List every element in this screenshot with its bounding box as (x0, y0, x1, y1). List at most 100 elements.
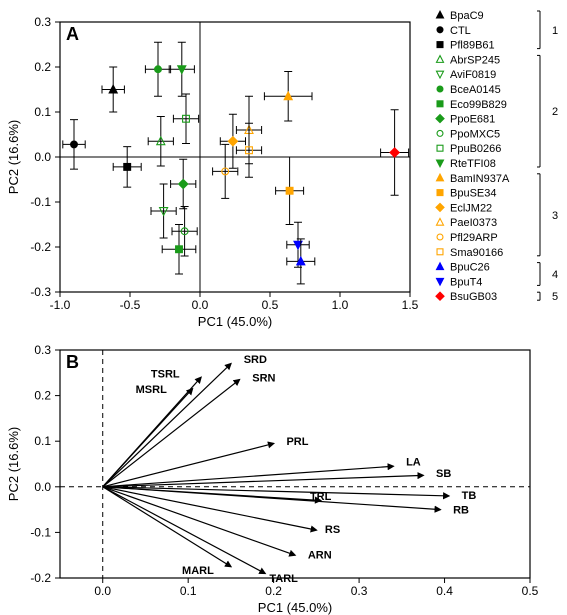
point-BpaC9 (102, 67, 124, 112)
svg-text:BpuSE34: BpuSE34 (450, 188, 496, 200)
svg-text:RS: RS (325, 524, 340, 536)
legend-item-AviF0819: AviF0819 (436, 69, 496, 81)
legend-item-AbrSP245: AbrSP245 (436, 54, 500, 66)
point-PpuB0266 (173, 94, 198, 144)
svg-text:-0.3: -0.3 (30, 285, 51, 299)
svg-text:0.0: 0.0 (94, 584, 111, 598)
svg-text:0.1: 0.1 (34, 105, 51, 119)
svg-text:0.0: 0.0 (34, 480, 51, 494)
svg-text:TSRL: TSRL (151, 369, 180, 381)
svg-text:EclJM22: EclJM22 (450, 202, 492, 214)
svg-text:1: 1 (552, 25, 558, 37)
svg-text:PC1 (45.0%): PC1 (45.0%) (258, 600, 332, 615)
svg-text:A: A (66, 24, 79, 44)
point-AbrSP245 (148, 117, 173, 167)
svg-text:2: 2 (552, 106, 558, 118)
legend-item-BceA0145: BceA0145 (437, 84, 501, 96)
svg-text:0.2: 0.2 (34, 389, 51, 403)
svg-text:SB: SB (436, 468, 451, 480)
point-BpuT4 (287, 222, 309, 267)
svg-text:PpoE681: PpoE681 (450, 114, 495, 126)
legend-item-BpuC26: BpuC26 (436, 262, 489, 274)
svg-text:ARN: ARN (308, 549, 332, 561)
legend-item-Eco99B829: Eco99B829 (437, 99, 507, 111)
svg-text:PpoMXC5: PpoMXC5 (450, 128, 500, 140)
svg-text:5: 5 (552, 291, 558, 303)
svg-text:SRD: SRD (244, 354, 267, 366)
legend-item-BpuSE34: BpuSE34 (437, 188, 496, 200)
svg-text:BpuC26: BpuC26 (450, 262, 490, 274)
svg-text:TARL: TARL (269, 573, 298, 585)
svg-text:0.1: 0.1 (34, 434, 51, 448)
legend-item-PpoE681: PpoE681 (436, 114, 495, 126)
svg-text:SRN: SRN (252, 372, 275, 384)
svg-text:Eco99B829: Eco99B829 (450, 99, 507, 111)
svg-text:3: 3 (552, 210, 558, 222)
point-BamIN937A (264, 72, 312, 122)
svg-text:-1.0: -1.0 (50, 298, 71, 312)
svg-text:PpuB0266: PpuB0266 (450, 143, 501, 155)
svg-text:0.2: 0.2 (34, 60, 51, 74)
svg-text:BpuT4: BpuT4 (450, 276, 482, 288)
panel-b-svg: 0.00.10.20.30.40.5-0.2-0.10.00.10.20.3PC… (0, 330, 567, 615)
svg-text:LA: LA (406, 457, 421, 469)
svg-text:BsuGB03: BsuGB03 (450, 291, 497, 303)
legend-item-Sma90166: Sma90166 (437, 247, 503, 259)
svg-text:-0.1: -0.1 (30, 195, 51, 209)
svg-text:PC1 (45.0%): PC1 (45.0%) (198, 314, 272, 329)
svg-text:-0.1: -0.1 (30, 525, 51, 539)
svg-text:B: B (66, 352, 79, 372)
legend-item-EclJM22: EclJM22 (436, 202, 492, 214)
svg-text:0.5: 0.5 (262, 298, 279, 312)
panel-a-svg: -1.0 -0.5 0.0 0.5 1.0 1.5 -0.3 -0.2 -0.1 0.0 0.1 0.… (0, 0, 567, 330)
svg-text:PC2 (16.6%): PC2 (16.6%) (6, 120, 21, 194)
svg-text:TB: TB (462, 490, 477, 502)
svg-text:1.0: 1.0 (332, 298, 349, 312)
point-BpuC26 (287, 239, 315, 284)
point-BceA0145 (145, 42, 170, 96)
arrow-SB: SB (103, 468, 452, 487)
legend-item-Pfl29ARP: Pfl29ARP (437, 232, 498, 244)
svg-text:-0.5: -0.5 (120, 298, 141, 312)
svg-text:PC2 (16.6%): PC2 (16.6%) (6, 427, 21, 501)
legend-item-PpoMXC5: PpoMXC5 (437, 128, 500, 140)
svg-text:AbrSP245: AbrSP245 (450, 54, 500, 66)
svg-text:PRL: PRL (286, 436, 308, 448)
svg-text:CTL: CTL (450, 25, 471, 37)
legend-item-CTL: CTL (437, 25, 471, 37)
svg-text:0.0: 0.0 (192, 298, 209, 312)
svg-text:0.3: 0.3 (351, 584, 368, 598)
point-Sma90166 (236, 123, 261, 177)
point-PpoE681 (171, 159, 196, 209)
legend-item-BpuT4: BpuT4 (436, 276, 482, 288)
svg-text:1.5: 1.5 (402, 298, 419, 312)
arrow-SRN: SRN (103, 372, 276, 486)
svg-text:RteTFI08: RteTFI08 (450, 158, 496, 170)
legend-item-BpaC9: BpaC9 (436, 10, 483, 22)
legend-item-BamIN937A: BamIN937A (436, 173, 509, 185)
svg-text:0.3: 0.3 (34, 343, 51, 357)
point-RteTFI08 (169, 42, 194, 96)
legend-item-BsuGB03: BsuGB03 (436, 291, 497, 303)
svg-text:AviF0819: AviF0819 (450, 69, 496, 81)
arrow-LA: LA (103, 457, 421, 487)
svg-text:PaeI0373: PaeI0373 (450, 217, 497, 229)
svg-text:0.1: 0.1 (180, 584, 197, 598)
point-Pfl29ARP (213, 144, 238, 198)
svg-text:0.5: 0.5 (522, 584, 539, 598)
svg-text:-0.2: -0.2 (30, 240, 51, 254)
svg-text:0.0: 0.0 (34, 150, 51, 164)
point-Eco99B829 (162, 225, 196, 275)
svg-text:Pfl29ARP: Pfl29ARP (450, 232, 498, 244)
point-BpuSE34 (276, 157, 304, 225)
figure: -1.0 -0.5 0.0 0.5 1.0 1.5 -0.3 -0.2 -0.1 0.0 0.1 0.… (0, 0, 567, 615)
point-Pfl89B61 (113, 147, 141, 188)
svg-text:Sma90166: Sma90166 (450, 247, 503, 259)
svg-text:BamIN937A: BamIN937A (450, 173, 510, 185)
point-BsuGB03 (381, 110, 409, 196)
svg-text:0.2: 0.2 (265, 584, 282, 598)
legend-item-Pfl89B61: Pfl89B61 (437, 40, 495, 52)
arrow-ARN: ARN (103, 487, 332, 561)
legend-item-RteTFI08: RteTFI08 (436, 158, 495, 170)
point-CTL (63, 120, 85, 169)
